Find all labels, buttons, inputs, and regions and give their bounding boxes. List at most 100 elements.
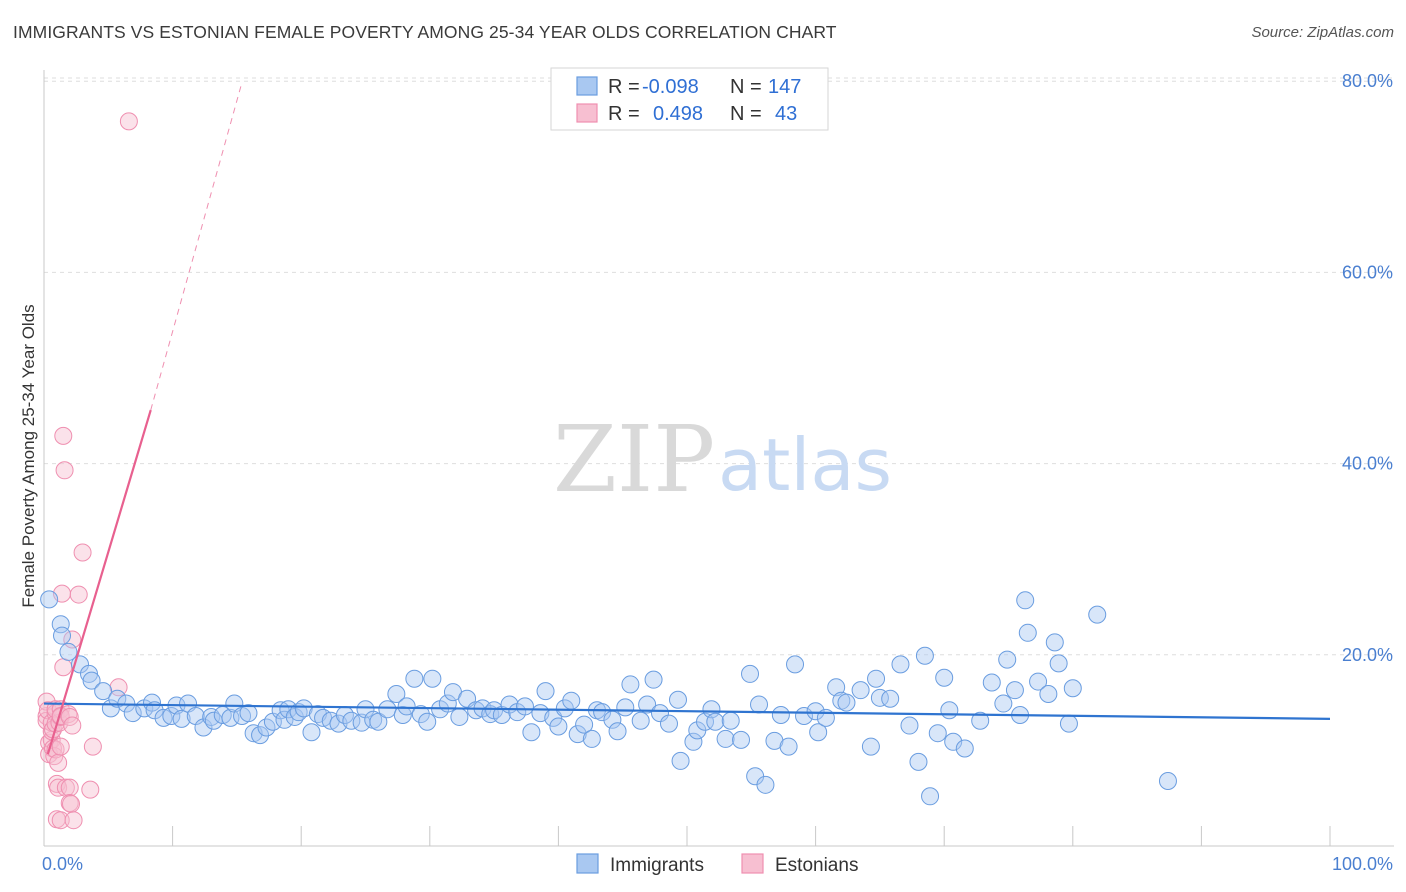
estonians-point	[49, 753, 68, 772]
immigrants-point	[982, 673, 1001, 692]
legend-r-label-immigrants: R =	[608, 76, 640, 98]
immigrants-point	[82, 671, 101, 690]
immigrants-point	[418, 712, 437, 731]
immigrants-point	[851, 681, 870, 700]
immigrants-point	[779, 737, 798, 756]
x-tick-label-min: 0.0%	[42, 854, 83, 874]
immigrants-point	[94, 682, 113, 701]
immigrants-point	[955, 739, 974, 758]
estonians-point	[54, 426, 73, 445]
legend-n-label-estonians: N =	[730, 103, 762, 125]
immigrants-point	[971, 711, 990, 730]
legend-r-label-estonians: R =	[608, 103, 640, 125]
immigrants-point	[575, 715, 594, 734]
immigrants-point	[644, 670, 663, 689]
immigrants-point	[369, 712, 388, 731]
estonians-point	[64, 811, 83, 830]
immigrants-point	[239, 704, 258, 723]
immigrants-point	[40, 590, 59, 609]
immigrants-point	[631, 711, 650, 730]
immigrants-point	[593, 703, 612, 722]
immigrants-point	[1049, 654, 1068, 673]
bottom-legend-label-immigrants: Immigrants	[610, 855, 704, 876]
immigrants-point	[771, 706, 790, 725]
estonians-point	[62, 794, 81, 813]
y-tick-label-60: 60.0%	[1342, 262, 1393, 282]
immigrants-point	[940, 701, 959, 720]
immigrants-point	[621, 675, 640, 694]
immigrants-point	[994, 694, 1013, 713]
axes	[43, 70, 1394, 847]
immigrants-point	[562, 691, 581, 710]
watermark: ZIP atlas	[553, 406, 892, 513]
immigrants-point	[732, 730, 751, 749]
immigrants-point	[809, 723, 828, 742]
legend-n-value-estonians: 43	[775, 103, 797, 125]
bottom-legend-swatch-estonians	[741, 853, 764, 874]
immigrants-point	[251, 726, 270, 745]
immigrants-point	[536, 682, 555, 701]
immigrants-points	[40, 590, 1177, 806]
chart-title: IMMIGRANTS VS ESTONIAN FEMALE POVERTY AM…	[13, 22, 837, 42]
estonians-point	[119, 112, 138, 131]
immigrants-point	[397, 697, 416, 716]
estonians-point	[54, 658, 73, 677]
y-axis-label: Female Poverty Among 25-34 Year Olds	[19, 304, 38, 607]
immigrants-point	[721, 711, 740, 730]
immigrants-point	[716, 729, 735, 748]
bottom-legend-label-estonians: Estonians	[775, 855, 858, 876]
estonians-point	[60, 778, 79, 797]
y-tick-label-20: 20.0%	[1342, 645, 1393, 665]
immigrants-point	[827, 678, 846, 697]
trend-lines	[43, 82, 1331, 755]
immigrants-point	[1016, 591, 1035, 610]
estonians-point	[51, 737, 70, 756]
immigrants-point	[172, 709, 191, 728]
estonians-point	[83, 737, 102, 756]
legend-r-value-immigrants: -0.098	[642, 76, 699, 98]
immigrants-point	[1039, 684, 1058, 703]
immigrants-point	[806, 702, 825, 721]
immigrants-point	[555, 699, 574, 718]
estonians-point	[69, 585, 88, 604]
legend-box: R = -0.098 N = 147 R = 0.498 N = 43	[550, 67, 829, 131]
x-ticks	[172, 826, 1331, 846]
immigrants-point	[302, 723, 321, 742]
immigrants-point	[467, 701, 486, 720]
immigrants-point	[756, 775, 775, 794]
immigrants-point	[1088, 605, 1107, 624]
immigrants-point	[915, 646, 934, 665]
immigrants-point	[638, 695, 657, 714]
immigrants-point	[944, 732, 963, 751]
immigrants-point	[154, 708, 173, 727]
watermark-atlas: atlas	[718, 423, 892, 507]
immigrants-point	[405, 669, 424, 688]
immigrants-point	[650, 704, 669, 723]
immigrants-point	[387, 684, 406, 703]
estonians-points	[37, 112, 138, 830]
immigrants-point	[659, 714, 678, 733]
immigrants-point	[1059, 714, 1078, 733]
immigrants-point	[582, 729, 601, 748]
immigrants-point	[568, 725, 587, 744]
legend-n-value-immigrants: 147	[768, 76, 801, 98]
immigrants-point	[108, 689, 127, 708]
immigrants-point	[393, 706, 412, 725]
immigrants-point	[786, 655, 805, 674]
legend-r-value-estonians: 0.498	[653, 103, 703, 125]
immigrants-point	[671, 751, 690, 770]
immigrants-point	[1158, 771, 1177, 790]
legend-swatch-immigrants	[576, 76, 598, 96]
bottom-legend-swatch-immigrants	[576, 853, 599, 874]
immigrants-point	[998, 650, 1017, 669]
estonians-point	[73, 543, 92, 562]
immigrants-point	[51, 615, 70, 634]
estonians-trend-line	[46, 409, 152, 755]
immigrants-point	[837, 693, 856, 712]
immigrants-point	[608, 722, 627, 741]
source-label: Source: ZipAtlas.com	[1251, 24, 1394, 41]
immigrants-point	[356, 700, 375, 719]
immigrants-point	[378, 700, 397, 719]
legend-n-label-immigrants: N =	[730, 76, 762, 98]
